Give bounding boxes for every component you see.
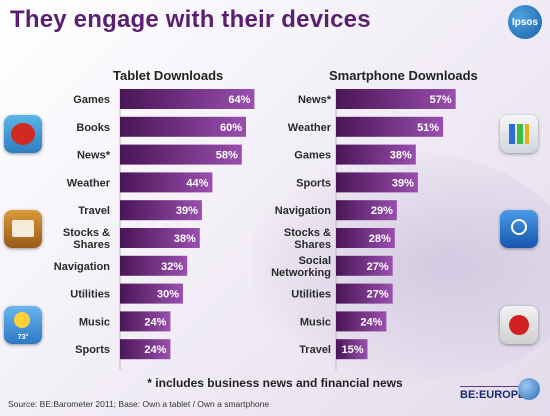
tablet-bar-value-label: 39% [176, 205, 198, 217]
tablet-downloads-chart: 64% Games 60% Books 58% News* 44% Weather 39% Tra… [54, 89, 255, 360]
smartphone-bar-value-label: 57% [430, 94, 452, 106]
tablet-bar-value-label: 60% [220, 122, 242, 134]
radio-icon [500, 306, 538, 344]
weather-icon-temp: 73° [17, 334, 29, 341]
smartphone-bar-value-label: 24% [360, 316, 382, 328]
tablet-bar-value-label: 38% [174, 233, 196, 245]
tablet-category-label: Games [73, 94, 110, 106]
tablet-bar [120, 172, 213, 193]
ipsos-logo: Ipsos [508, 5, 542, 39]
tablet-bar-value-label: 64% [228, 94, 250, 106]
smartphone-category-label: Music [300, 316, 331, 328]
smartphone-category-label: Utilities [291, 289, 331, 301]
tablet-category-label: Travel [78, 205, 110, 217]
smartphone-bar [336, 311, 387, 332]
smartphone-category-label: Stocks & Shares [284, 227, 331, 251]
tablet-bar [120, 228, 200, 248]
smartphone-bar [336, 339, 368, 360]
tablet-bar-value-label: 58% [216, 150, 238, 162]
smartphone-bar-value-label: 51% [417, 122, 439, 134]
tablet-category-label: Weather [67, 177, 111, 189]
tablet-category-label: Books [76, 122, 110, 134]
smartphone-bar [336, 172, 418, 193]
smartphone-bar [336, 116, 444, 137]
angry-birds-icon [4, 115, 42, 153]
smartphone-category-label: Travel [299, 344, 331, 356]
smartphone-bar [336, 200, 397, 221]
smartphone-category-label: Sports [296, 177, 331, 189]
tablet-bar [120, 339, 171, 360]
tablet-category-label: Utilities [70, 289, 110, 301]
footnote: * includes business news and financial n… [147, 376, 403, 390]
tablet-bar-value-label: 32% [161, 261, 183, 273]
tablet-bar-value-label: 24% [144, 344, 166, 356]
smartphone-category-label: Social Networking [271, 255, 331, 279]
smartphone-bar-value-label: 39% [392, 177, 414, 189]
be-europe-logo-text: BE:EUROPE [460, 389, 526, 401]
tablet-bar [120, 283, 183, 304]
be-europe-logo: BE:EUROPE [460, 386, 538, 413]
tablet-category-label: Stocks & Shares [63, 227, 110, 251]
tablet-bar [120, 311, 171, 332]
tablet-bar [120, 116, 246, 137]
slide-title: They engage with their devices [10, 6, 371, 33]
tablet-bar-value-label: 44% [186, 177, 208, 189]
smartphone-bar-value-label: 27% [367, 261, 389, 273]
smartphone-category-label: Navigation [275, 205, 332, 217]
smartphone-bar-value-label: 28% [369, 233, 391, 245]
smartphone-bar [336, 89, 456, 109]
ibooks-icon [4, 210, 42, 248]
smartphone-downloads-chart: 57% News* 51% Weather 38% Games 39% Sports 29% Na… [271, 89, 456, 360]
smartphone-bar [336, 144, 416, 165]
tablet-bar-value-label: 24% [144, 316, 166, 328]
tablet-bar [120, 255, 188, 276]
smartphone-bar-value-label: 29% [371, 205, 393, 217]
tablet-bar [120, 89, 255, 109]
tablet-category-label: Navigation [54, 261, 111, 273]
smartphone-chart-title: Smartphone Downloads [329, 68, 478, 83]
smartphone-bar-value-label: 38% [390, 150, 412, 162]
source-note: Source: BE:Barometer 2011; Base: Own a t… [8, 399, 270, 409]
smartphone-bar-value-label: 15% [341, 344, 363, 356]
smartphone-bar [336, 228, 395, 248]
tablet-chart-title: Tablet Downloads [113, 68, 224, 83]
tablet-category-label: Music [79, 316, 110, 328]
smartphone-bar [336, 255, 393, 276]
smartphone-category-label: Games [294, 150, 331, 162]
smartphone-category-label: News* [298, 94, 332, 106]
smartphone-category-label: Weather [288, 122, 332, 134]
tablet-bar-value-label: 30% [157, 289, 179, 301]
weather-icon: 73° [4, 306, 42, 344]
tablet-category-label: News* [77, 150, 111, 162]
smartphone-bar [336, 283, 393, 304]
globe-icon [518, 378, 540, 400]
numbers-icon [500, 115, 538, 153]
tablet-category-label: Sports [75, 344, 110, 356]
podcast-icon [500, 210, 538, 248]
smartphone-bar-value-label: 27% [367, 289, 389, 301]
tablet-bar [120, 200, 202, 221]
tablet-bar [120, 144, 242, 165]
